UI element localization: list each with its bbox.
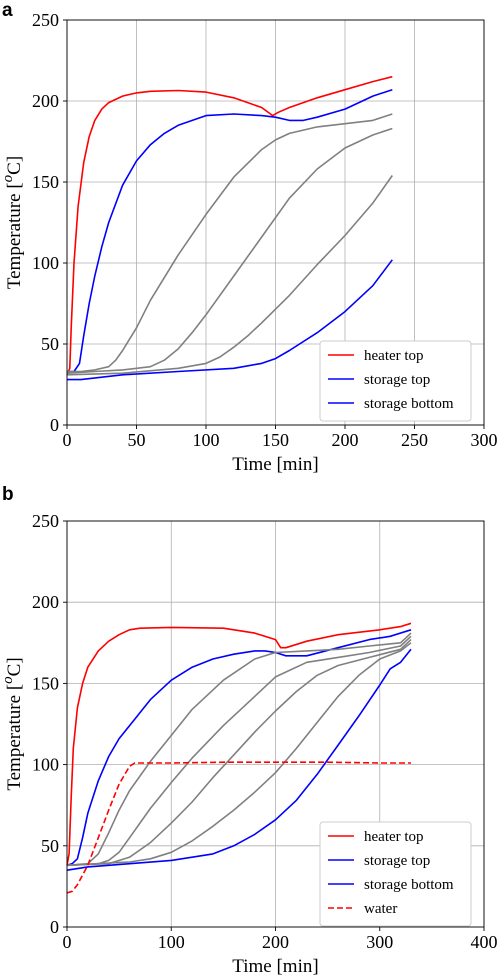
- x-axis-label: Time [min]: [232, 454, 318, 475]
- series-line-3: [66, 632, 412, 867]
- chart-panel-b: b 0 100 200 300 400 0 50 100 150 200 250 Time [min] T…: [0, 484, 498, 977]
- legend-label: storage top: [364, 372, 430, 388]
- x-tick-label: 200: [262, 932, 289, 952]
- x-tick-label: 300: [366, 932, 393, 952]
- chart-panel-a: a 0 50 100 150 200 250 300 0 50 100 150 200 250 Time […: [0, 0, 498, 475]
- legend-label: heater top: [364, 829, 424, 845]
- series-line-8: [66, 761, 411, 894]
- x-tick-label: 400: [471, 932, 498, 952]
- x-tick-label: 200: [332, 430, 359, 450]
- series-line-6: [66, 642, 412, 867]
- series-line-4: [66, 127, 393, 374]
- series-line-1: [66, 75, 393, 376]
- legend-box: [319, 340, 472, 422]
- y-tick-label: 250: [32, 10, 59, 30]
- y-tick-label: 200: [32, 592, 59, 612]
- legend: heater top storage top storage bottom: [319, 340, 472, 422]
- x-tick-label: 0: [63, 430, 72, 450]
- series-line-3: [67, 113, 393, 373]
- x-tick-label: 100: [158, 932, 185, 952]
- series-line-6: [67, 259, 393, 381]
- x-tick-label: 150: [262, 430, 289, 450]
- legend-label: storage bottom: [364, 396, 454, 412]
- legend-label: storage top: [364, 853, 430, 869]
- series-line-1: [66, 622, 412, 866]
- panel-letter: b: [2, 484, 14, 505]
- legend-label: heater top: [364, 348, 424, 364]
- series-line-5: [66, 175, 393, 376]
- x-tick-label: 50: [128, 430, 146, 450]
- series-line-5: [66, 639, 412, 867]
- panel-letter: a: [2, 0, 13, 21]
- y-tick-label: 0: [50, 415, 59, 435]
- x-tick-label: 100: [193, 430, 220, 450]
- y-tick-label: 200: [32, 91, 59, 111]
- y-tick-label: 0: [50, 917, 59, 937]
- y-axis-label: Temperature [oC]: [0, 657, 25, 790]
- legend-box: [319, 821, 472, 927]
- legend-label: storage bottom: [364, 877, 454, 893]
- y-tick-label: 150: [32, 673, 59, 693]
- x-tick-label: 250: [401, 430, 428, 450]
- y-tick-label: 100: [32, 253, 59, 273]
- y-tick-label: 50: [41, 836, 59, 856]
- y-tick-label: 250: [32, 511, 59, 531]
- series-line-7: [66, 648, 412, 871]
- x-tick-label: 0: [63, 932, 72, 952]
- x-axis-label: Time [min]: [232, 956, 318, 977]
- y-tick-label: 100: [32, 755, 59, 775]
- series-line-4: [66, 635, 412, 867]
- y-tick-label: 150: [32, 172, 59, 192]
- series-line-2: [67, 88, 393, 373]
- x-tick-label: 300: [471, 430, 498, 450]
- legend: heater top storage top storage bottom water: [319, 821, 472, 927]
- y-tick-label: 50: [41, 334, 59, 354]
- legend-label: water: [364, 901, 397, 917]
- y-axis-label: Temperature [oC]: [0, 156, 25, 289]
- series-line-2: [66, 629, 412, 867]
